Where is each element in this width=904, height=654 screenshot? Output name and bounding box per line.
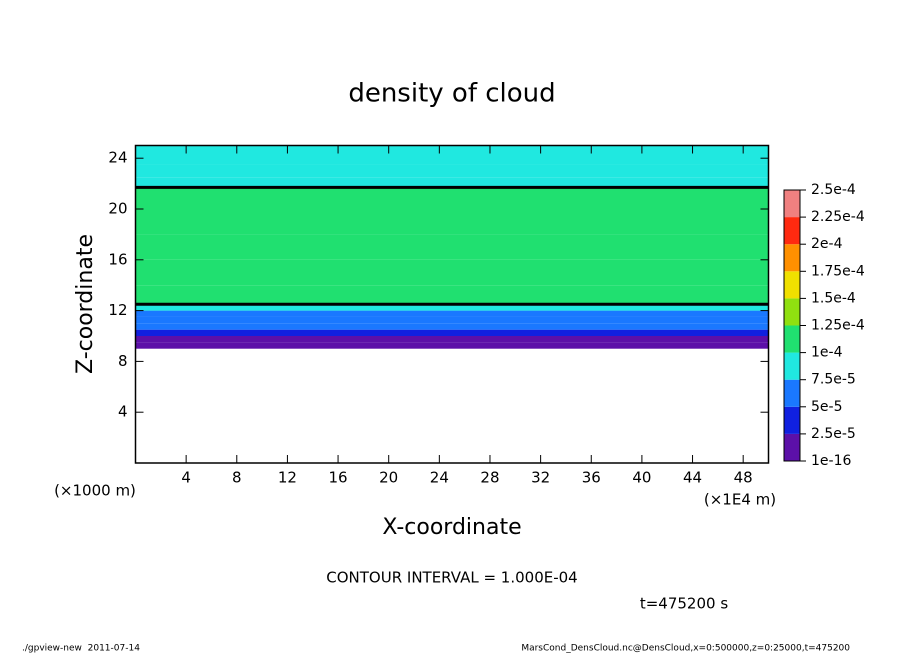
heat-cell [135, 145, 769, 165]
x-tick-label: 20 [379, 469, 398, 487]
colorbar-swatch [784, 352, 800, 380]
x-tick-label: 24 [430, 469, 449, 487]
colorbar-swatch [784, 244, 800, 272]
heat-cell [135, 187, 769, 209]
y-tick-label: 4 [118, 403, 128, 421]
heat-cell [135, 329, 769, 336]
x-tick-label: 12 [278, 469, 297, 487]
x-tick-label: 32 [531, 469, 550, 487]
x-tick-label: 16 [329, 469, 348, 487]
colorbar-label: 2.5e-5 [811, 426, 856, 442]
y-tick-label: 12 [108, 301, 127, 319]
chart-title: density of cloud [348, 79, 555, 109]
heat-cell [135, 164, 769, 178]
colorbar-label: 2e-4 [811, 236, 843, 252]
heat-cell [135, 259, 769, 286]
colorbar-swatch [784, 217, 800, 245]
colorbar-swatch [784, 433, 800, 461]
y-tick-label: 24 [108, 149, 127, 167]
x-tick-label: 8 [232, 469, 242, 487]
y-tick-label: 8 [118, 352, 128, 370]
colorbar-label: 7.5e-5 [811, 372, 856, 388]
heat-cell [135, 177, 769, 188]
colorbar-label: 1e-16 [811, 453, 851, 469]
heat-cell [135, 316, 769, 324]
heat-cell [135, 234, 769, 260]
colorbar-label: 1.75e-4 [811, 263, 865, 279]
colorbar-label: 1e-4 [811, 345, 843, 361]
y-unit: (×1000 m) [54, 482, 136, 500]
colorbar-label: 2.5e-4 [811, 182, 856, 198]
heat-cell [135, 323, 769, 330]
colorbar-swatch [784, 298, 800, 326]
x-tick-label: 36 [582, 469, 601, 487]
x-axis-label: X-coordinate [382, 515, 521, 540]
y-axis-label: Z-coordinate [73, 234, 98, 374]
y-tick-label: 16 [108, 250, 127, 268]
footer-left: ./gpview-new 2011-07-14 [22, 644, 140, 654]
heat-cell [135, 304, 769, 311]
colorbar-swatch [784, 406, 800, 434]
x-unit: (×1E4 m) [704, 491, 776, 509]
heat-cell [135, 310, 769, 317]
footer-right: MarsCond_DensCloud.nc@DensCloud,x=0:5000… [521, 644, 850, 654]
colorbar-label: 2.25e-4 [811, 209, 865, 225]
colorbar-label: 5e-5 [811, 399, 842, 415]
x-tick-label: 48 [734, 469, 753, 487]
x-tick-label: 4 [181, 469, 191, 487]
x-tick-label: 44 [683, 469, 702, 487]
colorbar-swatch [784, 190, 800, 218]
heat-cell [135, 342, 769, 349]
heat-cell [135, 285, 769, 305]
contour-note: CONTOUR INTERVAL = 1.000E-04 [326, 569, 577, 587]
y-tick-label: 20 [108, 200, 127, 218]
colorbar-label: 1.5e-4 [811, 290, 856, 306]
time-label: t=475200 s [640, 595, 728, 613]
colorbar-label: 1.25e-4 [811, 318, 865, 334]
x-tick-label: 28 [480, 469, 499, 487]
colorbar-swatch [784, 379, 800, 407]
heat-cell [135, 336, 769, 343]
plot-frame [134, 144, 770, 464]
colorbar-swatch [784, 325, 800, 353]
heat-cell [135, 209, 769, 235]
x-tick-label: 40 [632, 469, 651, 487]
colorbar-swatch [784, 271, 800, 299]
